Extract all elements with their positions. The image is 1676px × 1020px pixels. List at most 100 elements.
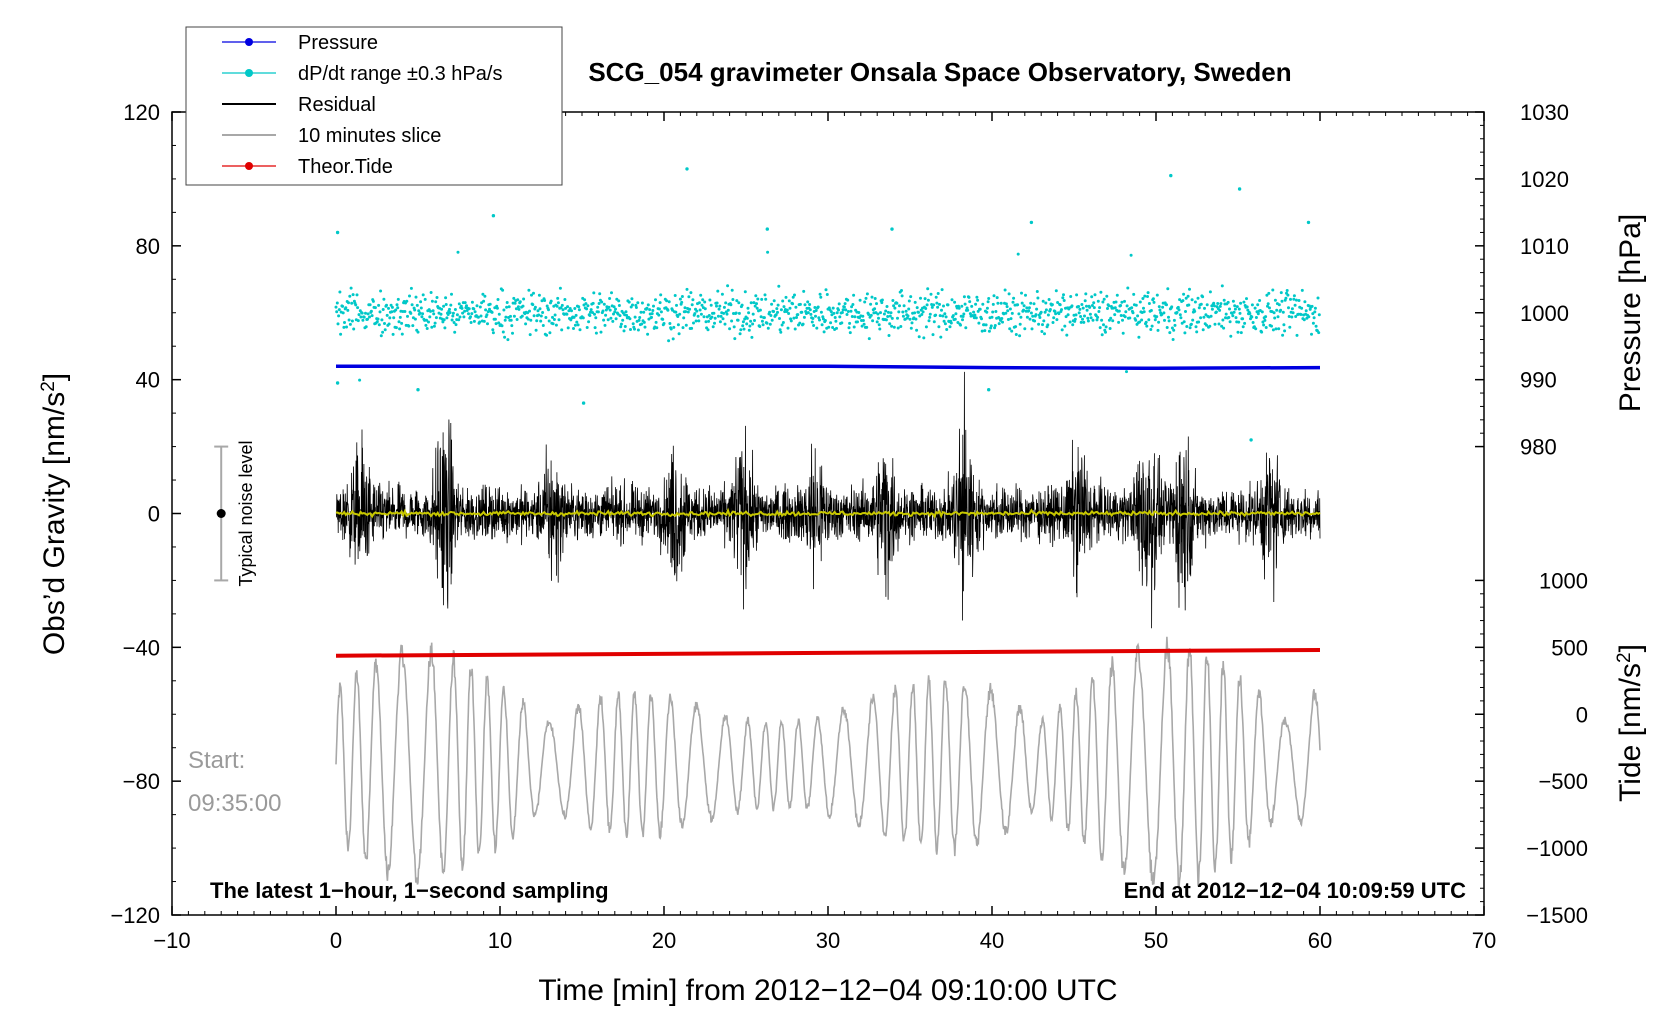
- dpdt-point: [1153, 318, 1157, 322]
- dpdt-point: [347, 318, 351, 322]
- dpdt-point: [766, 326, 770, 330]
- dpdt-point: [581, 316, 585, 320]
- dpdt-point: [1060, 328, 1064, 332]
- dpdt-point: [852, 293, 856, 297]
- dpdt-point: [1119, 304, 1123, 307]
- dpdt-point: [1057, 312, 1061, 316]
- dpdt-point: [608, 297, 612, 300]
- dpdt-point: [642, 310, 646, 314]
- dpdt-point: [1317, 313, 1321, 317]
- dpdt-point: [743, 290, 747, 294]
- dpdt-point: [673, 294, 677, 297]
- dpdt-point: [1042, 319, 1046, 323]
- dpdt-point: [1176, 305, 1180, 309]
- dpdt-point: [674, 310, 678, 314]
- dpdt-point: [382, 297, 386, 301]
- dpdt-point: [1040, 330, 1044, 333]
- dpdt-point: [886, 315, 890, 318]
- dpdt-point: [453, 330, 457, 334]
- dpdt-point: [978, 307, 982, 311]
- dpdt-point: [928, 315, 932, 319]
- dpdt-point: [704, 320, 708, 324]
- footer-left: The latest 1−hour, 1−second sampling: [210, 878, 609, 903]
- dpdt-point: [942, 304, 945, 308]
- dpdt-point: [1147, 318, 1151, 322]
- dpdt-point: [507, 305, 511, 309]
- dpdt-point: [865, 292, 869, 296]
- dpdt-point: [668, 322, 672, 325]
- dpdt-point: [730, 319, 734, 323]
- dpdt-point: [686, 310, 690, 314]
- dpdt-point: [501, 288, 505, 292]
- series-layer: [334, 167, 1321, 891]
- dpdt-point: [953, 300, 957, 304]
- dpdt-point: [818, 292, 822, 296]
- dpdt-point: [774, 313, 778, 317]
- dpdt-point: [717, 307, 721, 311]
- dpdt-point: [732, 325, 736, 329]
- dpdt-point: [1273, 316, 1277, 320]
- dpdt-point: [1111, 319, 1115, 323]
- dpdt-point: [901, 314, 905, 318]
- dpdt-point: [1276, 315, 1280, 319]
- dpdt-point: [1134, 318, 1138, 322]
- dpdt-point: [1212, 301, 1216, 305]
- dpdt-point: [1004, 311, 1008, 315]
- dpdt-point: [634, 306, 638, 309]
- dpdt-point: [387, 322, 391, 326]
- dpdt-point: [1090, 295, 1094, 299]
- dpdt-point: [1025, 315, 1029, 319]
- dpdt-outlier: [416, 388, 420, 392]
- dpdt-point: [837, 302, 841, 306]
- dpdt-point: [810, 320, 814, 324]
- dpdt-point: [1191, 318, 1195, 322]
- dpdt-point: [640, 301, 644, 305]
- dpdt-point: [1155, 293, 1159, 297]
- dpdt-point: [850, 315, 854, 318]
- dpdt-point: [890, 316, 894, 320]
- dpdt-point: [547, 319, 551, 323]
- dpdt-point: [417, 309, 421, 313]
- dpdt-point: [926, 287, 930, 291]
- dpdt-point: [370, 314, 374, 318]
- dpdt-point: [411, 324, 415, 328]
- dpdt-point: [889, 311, 893, 315]
- dpdt-point: [758, 325, 762, 328]
- dpdt-point: [1104, 325, 1108, 329]
- dpdt-point: [993, 326, 997, 330]
- dpdt-point: [535, 319, 539, 323]
- dpdt-point: [932, 303, 936, 307]
- dpdt-point: [419, 306, 423, 310]
- dpdt-point: [596, 310, 600, 314]
- dpdt-point: [1292, 297, 1296, 301]
- dpdt-point: [879, 311, 882, 315]
- dpdt-point: [959, 323, 962, 327]
- dpdt-point: [1161, 305, 1165, 309]
- dpdt-point: [1100, 333, 1104, 337]
- dpdt-point: [1228, 320, 1232, 324]
- dpdt-point: [503, 318, 507, 322]
- x-tick-label: 50: [1144, 928, 1168, 953]
- dpdt-point: [943, 322, 947, 326]
- dpdt-point: [531, 303, 535, 307]
- dpdt-point: [509, 318, 513, 322]
- pressure-tick-label: 980: [1520, 435, 1557, 460]
- dpdt-point: [1190, 298, 1194, 302]
- dpdt-point: [458, 315, 462, 319]
- dpdt-point: [661, 317, 665, 321]
- dpdt-point: [366, 312, 370, 316]
- dpdt-point: [992, 294, 996, 298]
- dpdt-point: [921, 310, 925, 314]
- dpdt-point: [566, 305, 570, 309]
- x-tick-label: 0: [330, 928, 342, 953]
- dpdt-point: [1172, 318, 1176, 322]
- dpdt-point: [427, 320, 430, 324]
- x-tick-label: 30: [816, 928, 840, 953]
- dpdt-point: [1237, 320, 1241, 324]
- dpdt-point: [1128, 316, 1132, 320]
- dpdt-point: [1267, 291, 1271, 295]
- legend-label: dP/dt range ±0.3 hPa/s: [298, 63, 502, 85]
- dpdt-point: [453, 308, 457, 311]
- legend-marker: [245, 162, 253, 170]
